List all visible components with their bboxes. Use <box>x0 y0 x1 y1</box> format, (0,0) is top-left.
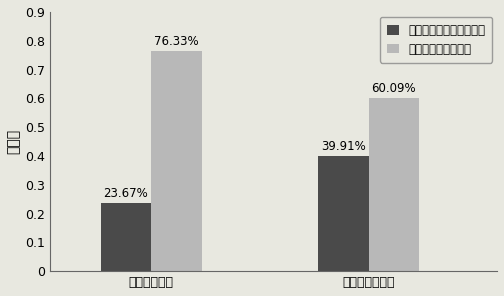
Legend: 自行车方式出行选择优先, 活动链模式选择优先: 自行车方式出行选择优先, 活动链模式选择优先 <box>380 17 492 63</box>
Text: 60.09%: 60.09% <box>371 82 416 95</box>
Bar <box>151 51 202 271</box>
Text: 23.67%: 23.67% <box>104 186 148 200</box>
Bar <box>368 98 419 271</box>
Text: 76.33%: 76.33% <box>154 35 199 48</box>
Text: 39.91%: 39.91% <box>321 140 365 153</box>
Bar <box>101 203 151 271</box>
Bar <box>318 156 368 271</box>
Y-axis label: 百分比: 百分比 <box>7 129 21 154</box>
